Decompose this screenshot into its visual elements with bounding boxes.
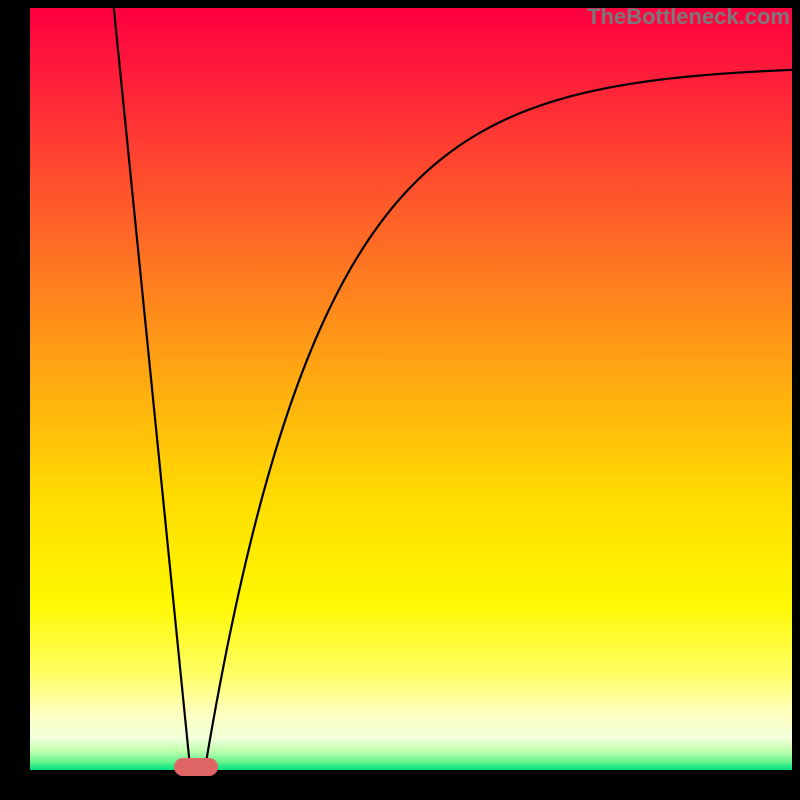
right-rising-curve [205, 70, 792, 767]
watermark-text: TheBottleneck.com [587, 4, 790, 30]
plot-area [30, 8, 792, 770]
chart-container: TheBottleneck.com [0, 0, 800, 800]
curve-layer [30, 8, 792, 770]
left-descending-line [114, 8, 190, 767]
bottleneck-marker [174, 758, 218, 776]
